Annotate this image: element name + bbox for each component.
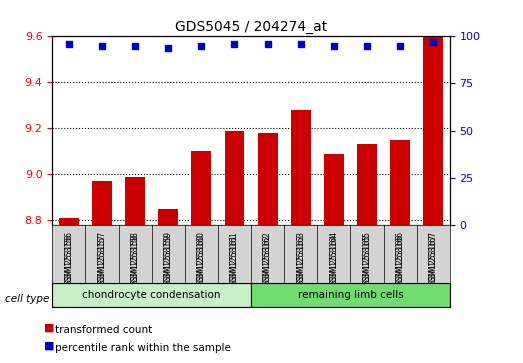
Text: GSM1253164: GSM1253164 — [329, 231, 338, 282]
Bar — [258, 133, 278, 225]
Text: GSM1253167: GSM1253167 — [429, 234, 438, 285]
Text: GSM1253162: GSM1253162 — [263, 234, 272, 285]
Text: transformed count: transformed count — [55, 325, 152, 335]
Text: GSM1253160: GSM1253160 — [197, 231, 206, 282]
Text: GSM1253166: GSM1253166 — [395, 231, 405, 282]
Text: GSM1253165: GSM1253165 — [362, 234, 371, 285]
Text: ■: ■ — [44, 322, 55, 333]
Text: GSM1253163: GSM1253163 — [296, 231, 305, 282]
Text: ■: ■ — [44, 340, 55, 351]
Text: GSM1253159: GSM1253159 — [164, 234, 173, 285]
Text: GSM1253167: GSM1253167 — [429, 231, 438, 282]
FancyBboxPatch shape — [52, 283, 251, 307]
Bar — [92, 182, 112, 225]
Text: GSM1253159: GSM1253159 — [164, 231, 173, 282]
Bar — [224, 131, 244, 225]
Bar — [158, 209, 178, 225]
Text: GSM1253165: GSM1253165 — [362, 231, 371, 282]
Text: GSM1253162: GSM1253162 — [263, 231, 272, 282]
Text: GSM1253156: GSM1253156 — [64, 231, 73, 282]
Bar — [357, 144, 377, 225]
FancyBboxPatch shape — [251, 283, 450, 307]
Text: GSM1253157: GSM1253157 — [97, 234, 107, 285]
Text: GSM1253163: GSM1253163 — [296, 234, 305, 285]
Title: GDS5045 / 204274_at: GDS5045 / 204274_at — [175, 20, 327, 34]
Bar — [423, 36, 443, 225]
Bar — [324, 154, 344, 225]
Text: chondrocyte condensation: chondrocyte condensation — [83, 290, 221, 300]
Text: GSM1253166: GSM1253166 — [395, 234, 405, 285]
Text: GSM1253158: GSM1253158 — [131, 234, 140, 285]
Text: GSM1253158: GSM1253158 — [131, 231, 140, 282]
Text: percentile rank within the sample: percentile rank within the sample — [55, 343, 231, 354]
Text: GSM1253161: GSM1253161 — [230, 231, 239, 282]
Bar — [191, 151, 211, 225]
Bar — [125, 177, 145, 225]
Text: GSM1253160: GSM1253160 — [197, 234, 206, 285]
Bar — [59, 218, 79, 225]
Text: GSM1253157: GSM1253157 — [97, 231, 107, 282]
Bar — [390, 140, 410, 225]
Text: GSM1253164: GSM1253164 — [329, 234, 338, 285]
Text: GSM1253156: GSM1253156 — [64, 234, 73, 285]
Bar — [291, 110, 311, 225]
Text: remaining limb cells: remaining limb cells — [298, 290, 403, 300]
Text: GSM1253161: GSM1253161 — [230, 234, 239, 285]
Text: cell type: cell type — [5, 294, 50, 305]
